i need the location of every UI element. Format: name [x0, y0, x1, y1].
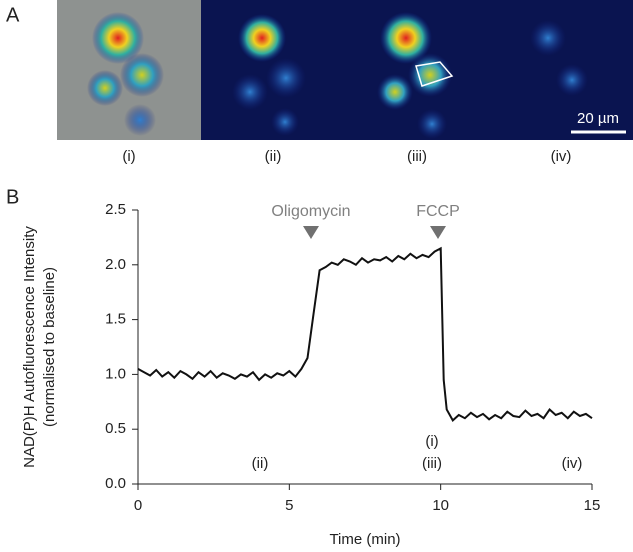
image-label: (iii) — [407, 148, 427, 165]
image-label: (ii) — [265, 148, 282, 165]
panel-label: A — [6, 4, 20, 26]
image-i — [57, 0, 201, 140]
y-axis-title: NAD(P)H Autofluorescence Intensity — [21, 226, 38, 468]
panel-label: B — [6, 186, 19, 208]
y-tick-label: 1.0 — [105, 365, 126, 382]
annotation: (iv) — [562, 455, 583, 472]
marker — [303, 226, 319, 239]
y-tick-label: 1.5 — [105, 311, 126, 328]
scale-bar-label: 20 µm — [577, 110, 619, 127]
x-tick-label: 10 — [432, 497, 449, 514]
image-label: (i) — [122, 148, 135, 165]
y-tick-label: 2.5 — [105, 201, 126, 218]
y-tick-label: 0.0 — [105, 475, 126, 492]
annotation: (ii) — [252, 455, 269, 472]
x-tick-label: 15 — [584, 497, 601, 514]
annotation: FCCP — [416, 203, 460, 220]
image-ii — [201, 0, 345, 140]
y-axis-title: (normalised to baseline) — [41, 267, 58, 427]
annotation: (i) — [425, 433, 438, 450]
y-tick-label: 2.0 — [105, 256, 126, 273]
image-iii — [345, 0, 489, 140]
x-axis-title: Time (min) — [329, 531, 400, 548]
x-tick-label: 0 — [134, 497, 142, 514]
x-tick-label: 5 — [285, 497, 293, 514]
marker — [430, 226, 446, 239]
data-line — [137, 246, 593, 422]
image-label: (iv) — [551, 148, 572, 165]
annotation: Oligomycin — [271, 203, 350, 220]
y-tick-label: 0.5 — [105, 420, 126, 437]
image-iv: 20 µm — [489, 0, 633, 140]
annotation: (iii) — [422, 455, 442, 472]
